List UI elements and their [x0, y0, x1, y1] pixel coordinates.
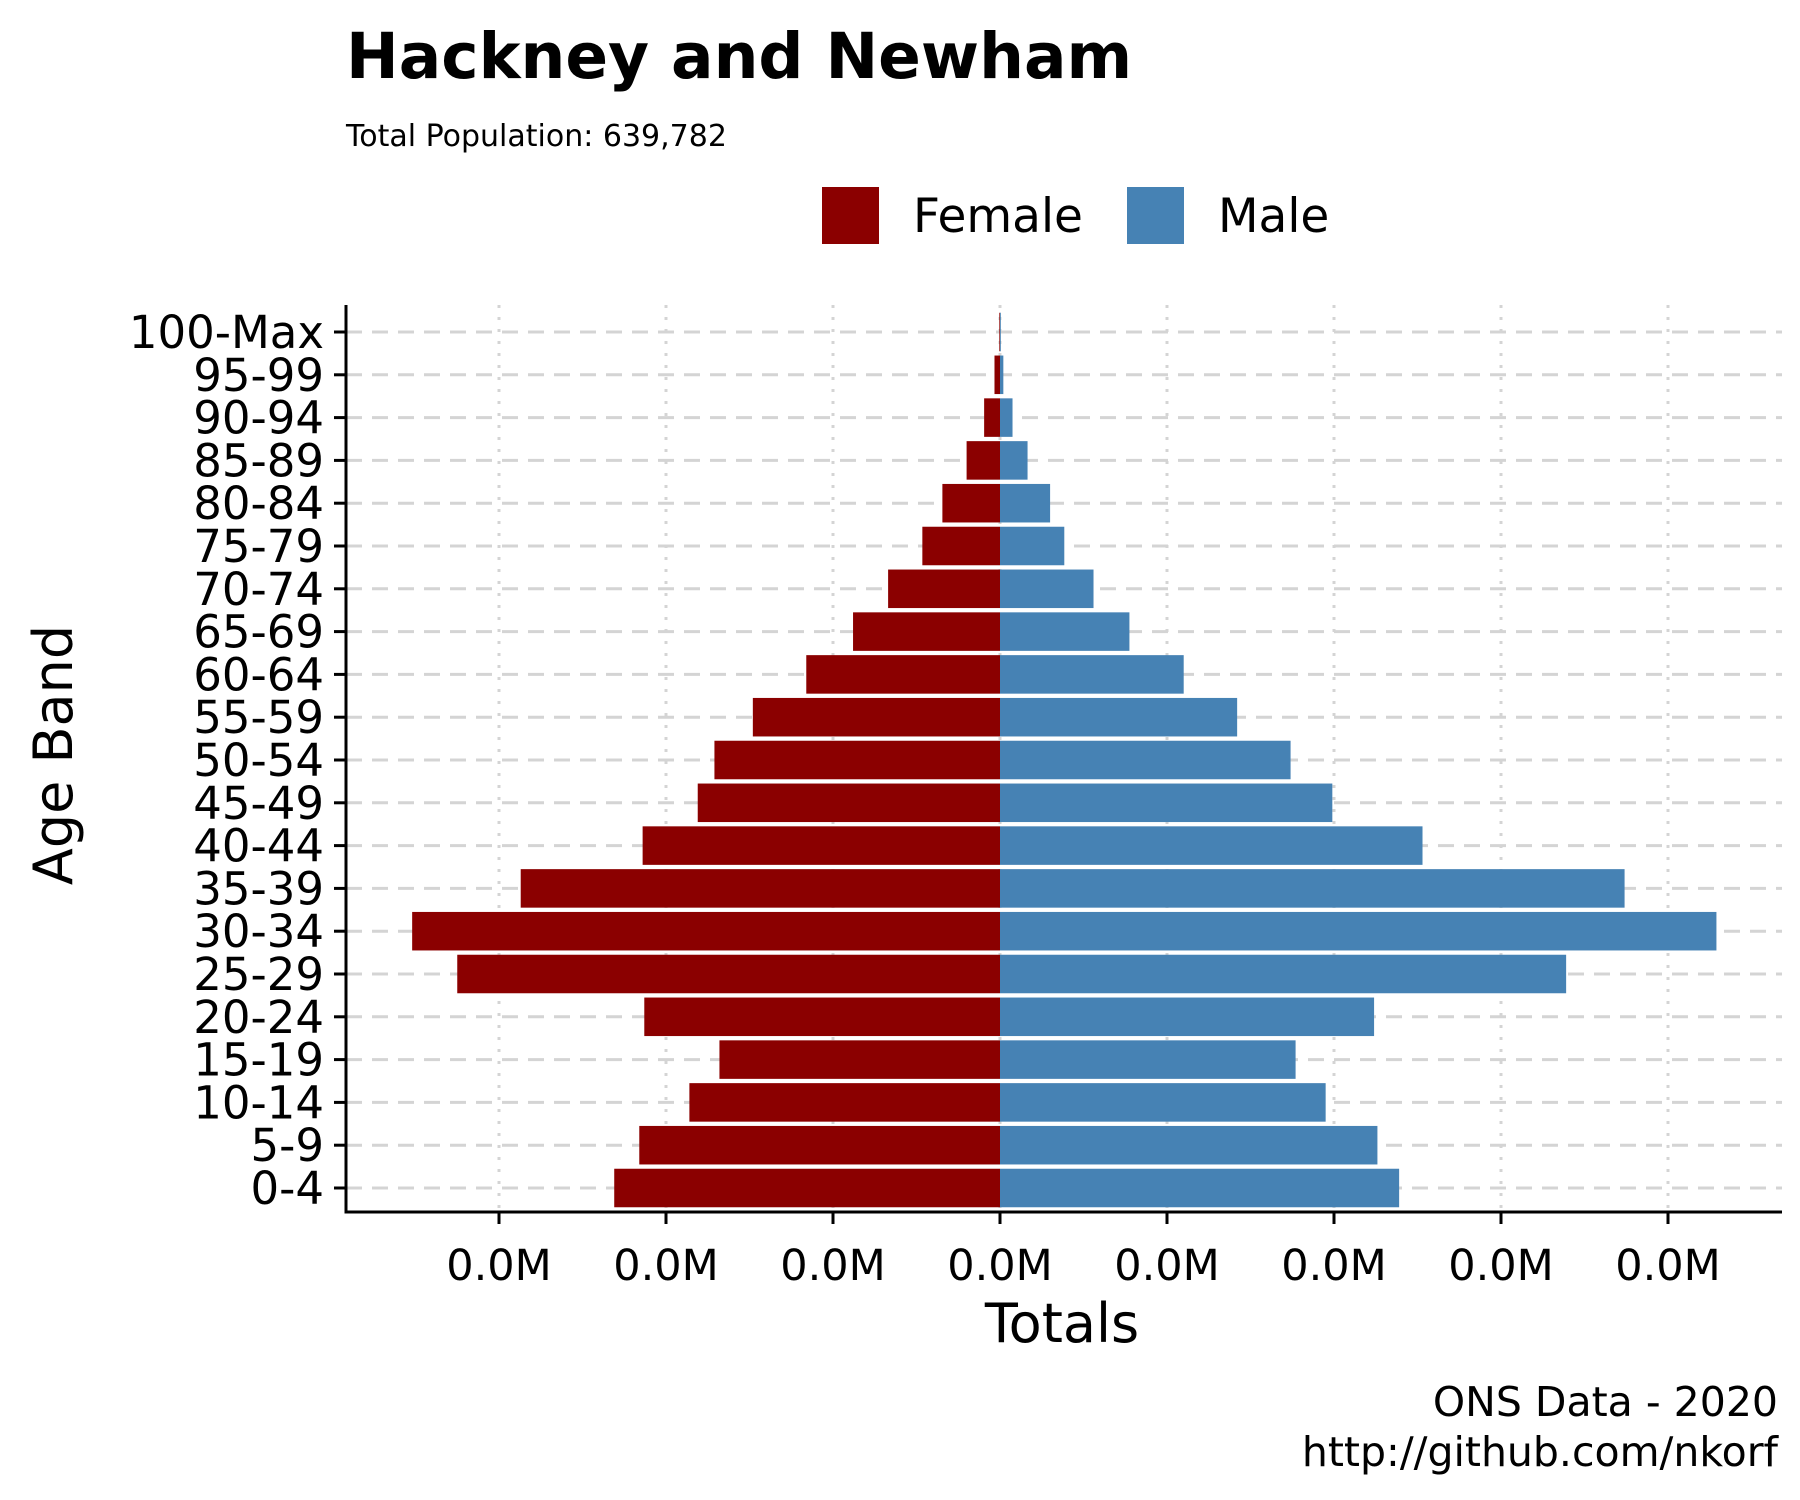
bar-male-30-34 — [1000, 911, 1717, 951]
bar-female-40-44 — [642, 826, 1000, 865]
y-tick-label: 20-24 — [193, 991, 324, 1044]
legend-key-female — [822, 187, 879, 244]
y-tick-label: 45-49 — [193, 777, 324, 830]
bar-male-5-9 — [1000, 1125, 1378, 1165]
bar-male-90-94 — [1000, 398, 1013, 437]
bar-male-40-44 — [1000, 826, 1423, 865]
y-tick-label: 35-39 — [193, 862, 324, 915]
legend-label-male: Male — [1218, 189, 1329, 244]
bar-male-95-99 — [1000, 355, 1004, 395]
x-tick-label: 0.0M — [1448, 1241, 1553, 1291]
bar-male-10-14 — [1000, 1083, 1326, 1122]
bar-male-50-54 — [1000, 740, 1291, 780]
y-tick-label: 100-Max — [129, 306, 324, 359]
bar-female-5-9 — [639, 1125, 1000, 1165]
bar-male-75-79 — [1000, 526, 1065, 566]
bar-male-20-24 — [1000, 997, 1375, 1037]
y-tick-label: 25-29 — [193, 948, 324, 1001]
bar-female-50-54 — [714, 740, 1000, 780]
bar-female-20-24 — [644, 997, 1000, 1037]
bar-male-85-89 — [1000, 441, 1028, 480]
y-tick-label: 90-94 — [193, 392, 324, 445]
axes — [334, 305, 1782, 1224]
x-tick-label: 0.0M — [1114, 1241, 1219, 1291]
bar-female-85-89 — [966, 441, 1000, 480]
y-tick-label: 10-14 — [193, 1076, 324, 1129]
y-tick-label: 15-19 — [193, 1034, 324, 1087]
bar-male-55-59 — [1000, 697, 1238, 737]
bar-female-100-Max — [999, 312, 1001, 352]
bar-female-45-49 — [697, 783, 1000, 823]
bar-male-70-74 — [1000, 569, 1094, 609]
y-tick-label: 60-64 — [193, 648, 324, 701]
y-tick-labels: 0-45-910-1415-1920-2425-2930-3435-3940-4… — [129, 306, 324, 1215]
x-tick-labels: 0.0M 0.0M 0.0M 0.0M 0.0M 0.0M 0.0M 0.0M — [446, 1241, 1720, 1291]
x-tick-label: 0.0M — [446, 1241, 551, 1291]
y-tick-label: 80-84 — [193, 477, 324, 530]
x-tick-label: 0.0M — [1281, 1241, 1386, 1291]
bar-female-80-84 — [942, 483, 1000, 523]
bar-female-70-74 — [888, 569, 1000, 609]
bar-male-45-49 — [1000, 783, 1333, 823]
y-axis-title: Age Band — [22, 625, 85, 885]
legend-key-male — [1127, 187, 1184, 244]
bar-female-65-69 — [853, 612, 1000, 651]
bar-male-60-64 — [1000, 655, 1184, 694]
chart-title: Hackney and Newham — [346, 20, 1132, 93]
y-tick-label: 50-54 — [193, 734, 324, 787]
bar-male-25-29 — [1000, 954, 1567, 994]
bar-female-55-59 — [752, 697, 1000, 737]
caption-source: ONS Data - 2020 — [1433, 1378, 1778, 1426]
bar-female-75-79 — [922, 526, 1000, 566]
legend: Female Male — [822, 187, 1329, 244]
y-tick-label: 5-9 — [251, 1119, 325, 1172]
y-tick-label: 55-59 — [193, 691, 324, 744]
bar-female-25-29 — [457, 954, 1000, 994]
x-tick-label: 0.0M — [1615, 1241, 1720, 1291]
bar-female-15-19 — [719, 1040, 1000, 1079]
bar-female-90-94 — [984, 398, 1000, 437]
bars — [412, 312, 1717, 1208]
bar-female-95-99 — [994, 355, 1000, 395]
y-tick-label: 95-99 — [193, 349, 324, 402]
bar-female-10-14 — [689, 1083, 1000, 1122]
y-tick-label: 85-89 — [193, 434, 324, 487]
x-tick-label: 0.0M — [947, 1241, 1052, 1291]
x-axis-title: Totals — [984, 1292, 1139, 1355]
y-tick-label: 30-34 — [193, 905, 324, 958]
y-tick-label: 70-74 — [193, 563, 324, 616]
bar-female-30-34 — [412, 911, 1000, 951]
bar-female-0-4 — [614, 1168, 1000, 1208]
bar-female-35-39 — [520, 869, 1000, 908]
caption-url: http://github.com/nkorf — [1302, 1428, 1780, 1476]
y-tick-label: 65-69 — [193, 606, 324, 659]
legend-label-female: Female — [913, 189, 1083, 244]
y-tick-label: 0-4 — [251, 1162, 325, 1215]
x-tick-label: 0.0M — [780, 1241, 885, 1291]
bar-male-65-69 — [1000, 612, 1130, 651]
chart-subtitle: Total Population: 639,782 — [345, 119, 727, 154]
bar-female-60-64 — [806, 655, 1000, 694]
bar-male-0-4 — [1000, 1168, 1400, 1208]
bar-male-80-84 — [1000, 483, 1051, 523]
y-tick-label: 75-79 — [193, 520, 324, 573]
bar-male-35-39 — [1000, 869, 1625, 908]
bar-male-100-Max — [1000, 312, 1001, 352]
x-tick-label: 0.0M — [613, 1241, 718, 1291]
bar-male-15-19 — [1000, 1040, 1296, 1079]
y-tick-label: 40-44 — [193, 820, 324, 873]
